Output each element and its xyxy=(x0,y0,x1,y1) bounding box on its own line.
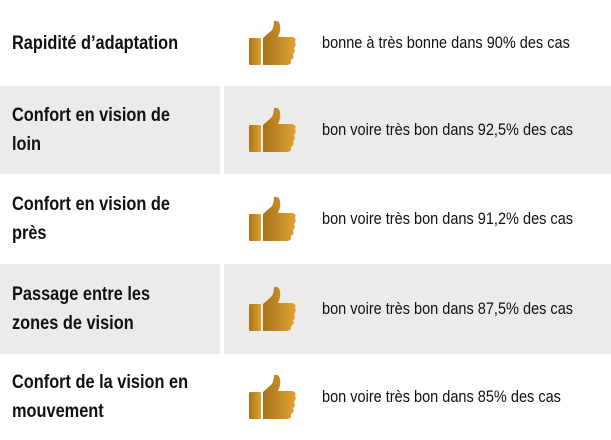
result-cell: bon voire très bon dans 92,5% des cas xyxy=(224,86,611,174)
criterion-label: Confort en vision de loin xyxy=(12,105,170,155)
result-cell: bon voire très bon dans 85% des cas xyxy=(224,354,611,440)
thumbs-up-icon xyxy=(248,196,298,242)
result-description: bon voire très bon dans 85% des cas xyxy=(322,387,561,406)
criterion-label: Confort de la vision en mouvement xyxy=(12,372,189,422)
criterion-cell: Rapidité d’adaptation xyxy=(0,0,220,86)
divider xyxy=(220,0,224,86)
criterion-label: Rapidité d’adaptation xyxy=(12,32,179,54)
divider xyxy=(220,174,224,264)
result-description: bon voire très bon dans 92,5% des cas xyxy=(322,120,574,139)
thumbs-up-icon xyxy=(248,20,298,66)
criterion-label: Confort en vision de près xyxy=(12,194,170,244)
criterion-cell: Passage entre les zones de vision xyxy=(0,264,220,354)
divider xyxy=(220,86,224,174)
thumbs-up-icon xyxy=(248,107,298,153)
thumbs-up-icon xyxy=(248,374,298,420)
table-row: Passage entre les zones de vision bon voi… xyxy=(0,264,611,354)
table-row: Rapidité d’adaptation bonne à très bonne … xyxy=(0,0,611,86)
criterion-cell: Confort de la vision en mouvement xyxy=(0,354,220,440)
result-description: bonne à très bonne dans 90% des cas xyxy=(322,33,570,52)
divider xyxy=(220,354,224,440)
result-description: bon voire très bon dans 91,2% des cas xyxy=(322,209,574,228)
result-cell: bonne à très bonne dans 90% des cas xyxy=(224,0,611,86)
result-cell: bon voire très bon dans 87,5% des cas xyxy=(224,264,611,354)
divider xyxy=(220,264,224,354)
table-row: Confort en vision de loin bon voire très … xyxy=(0,86,611,174)
criterion-cell: Confort en vision de loin xyxy=(0,86,220,174)
result-cell: bon voire très bon dans 91,2% des cas xyxy=(224,174,611,264)
thumbs-up-icon xyxy=(248,286,298,332)
table-row: Confort de la vision en mouvement bon voi… xyxy=(0,354,611,440)
table-row: Confort en vision de près bon voire très … xyxy=(0,174,611,264)
result-description: bon voire très bon dans 87,5% des cas xyxy=(322,299,574,318)
criterion-label: Passage entre les zones de vision xyxy=(12,284,151,334)
criterion-cell: Confort en vision de près xyxy=(0,174,220,264)
